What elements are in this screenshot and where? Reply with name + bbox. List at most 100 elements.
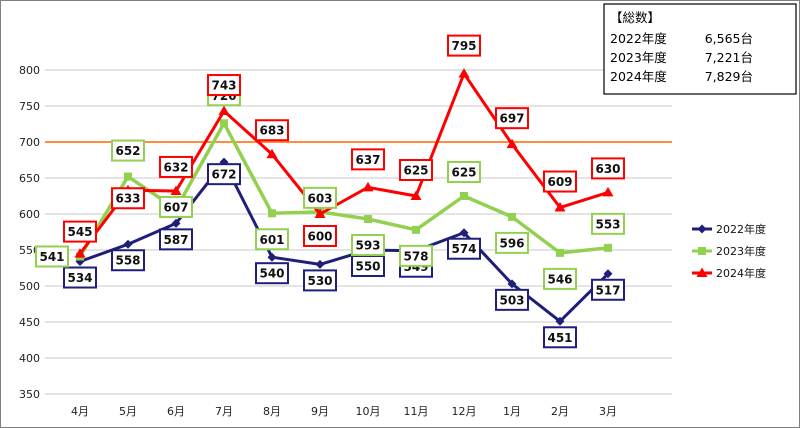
point-2-8 bbox=[412, 225, 420, 234]
legend-label-1: 2022年度 bbox=[716, 222, 766, 236]
label-2-11: 546 bbox=[543, 267, 577, 290]
point-1-5 bbox=[267, 252, 277, 262]
totals-label-2023: 2023年度 bbox=[610, 50, 667, 65]
label-2-8: 578 bbox=[399, 244, 433, 267]
point-2-4 bbox=[220, 119, 228, 128]
y-tick-800: 800 bbox=[19, 64, 40, 77]
gridlines bbox=[45, 69, 672, 395]
label-box-2-3 bbox=[159, 195, 193, 218]
label-1-10: 503 bbox=[495, 288, 529, 311]
point-1-9 bbox=[459, 228, 469, 238]
label-box-2-12 bbox=[591, 212, 625, 235]
point-2-2 bbox=[124, 172, 132, 181]
point-1-3 bbox=[171, 218, 181, 228]
totals-value-2024: 7,829台 bbox=[705, 69, 753, 84]
point-1-6 bbox=[315, 259, 325, 269]
label-1-7: 550 bbox=[351, 255, 385, 277]
label-box-1-11 bbox=[543, 326, 577, 349]
label-text-1-10: 503 bbox=[499, 293, 524, 307]
label-text-1-4: 672 bbox=[211, 168, 236, 182]
label-2-7: 593 bbox=[351, 234, 385, 257]
label-text-2-7: 593 bbox=[355, 239, 380, 253]
label-1-4: 672 bbox=[207, 163, 241, 186]
label-2-1: 541 bbox=[35, 245, 69, 268]
point-3-5 bbox=[266, 148, 278, 159]
label-box-2-1 bbox=[35, 245, 69, 268]
x-tick-10: 1月 bbox=[503, 405, 521, 418]
point-2-9 bbox=[460, 192, 468, 200]
label-1-9: 574 bbox=[447, 237, 481, 260]
label-3-9: 795 bbox=[447, 34, 481, 57]
x-tick-11: 2月 bbox=[551, 405, 569, 418]
label-1-12: 517 bbox=[591, 278, 625, 301]
point-1-11 bbox=[555, 316, 565, 326]
label-box-3-5 bbox=[255, 119, 289, 142]
point-1-12 bbox=[603, 269, 613, 279]
label-2-12: 553 bbox=[591, 212, 625, 235]
x-tick-12: 3月 bbox=[599, 405, 617, 418]
x-tick-9: 12月 bbox=[452, 405, 477, 418]
point-3-1 bbox=[74, 248, 86, 258]
label-text-1-9: 574 bbox=[451, 242, 476, 256]
label-text-1-2: 558 bbox=[115, 254, 140, 268]
y-tick-750: 750 bbox=[19, 100, 40, 113]
label-text-2-5: 601 bbox=[259, 233, 284, 247]
legend-label-3: 2024年度 bbox=[716, 266, 766, 280]
label-text-2-8: 578 bbox=[403, 249, 428, 263]
label-text-1-6: 530 bbox=[307, 274, 332, 288]
label-3-1: 545 bbox=[63, 220, 97, 243]
point-2-5 bbox=[268, 209, 276, 218]
totals-label-2024: 2024年度 bbox=[610, 69, 667, 84]
point-3-7 bbox=[362, 181, 374, 192]
label-3-12: 630 bbox=[591, 157, 625, 180]
y-tick-650: 650 bbox=[19, 172, 40, 185]
label-3-6: 600 bbox=[303, 225, 337, 247]
x-tick-7: 10月 bbox=[356, 405, 381, 418]
point-3-9 bbox=[458, 68, 470, 78]
label-box-3-11 bbox=[543, 170, 577, 193]
label-box-1-1 bbox=[63, 266, 97, 289]
x-tick-2: 5月 bbox=[119, 405, 137, 418]
x-tick-5: 8月 bbox=[263, 405, 281, 418]
series-line-3 bbox=[78, 72, 609, 255]
label-box-1-3 bbox=[159, 228, 193, 251]
label-text-3-3: 632 bbox=[163, 160, 188, 174]
legend-marker-3 bbox=[696, 267, 708, 277]
y-axis-ticks: 350 400 450 500 550 600 650 700 750 800 bbox=[19, 64, 40, 401]
label-text-2-10: 596 bbox=[499, 236, 524, 250]
y-tick-550: 550 bbox=[19, 244, 40, 257]
label-box-3-7 bbox=[351, 148, 385, 171]
label-1-3: 587 bbox=[159, 228, 193, 251]
legend-label-2: 2023年度 bbox=[716, 244, 766, 258]
label-text-2-1: 541 bbox=[39, 250, 64, 264]
y-tick-600: 600 bbox=[19, 208, 40, 221]
label-1-5: 540 bbox=[255, 262, 289, 285]
label-box-3-1 bbox=[63, 220, 97, 243]
point-3-3 bbox=[170, 185, 182, 195]
label-text-1-11: 451 bbox=[547, 331, 572, 345]
label-box-3-9 bbox=[447, 34, 481, 57]
point-3-11 bbox=[554, 202, 566, 212]
label-box-2-5 bbox=[255, 228, 289, 251]
label-2-10: 596 bbox=[495, 231, 529, 254]
x-tick-4: 7月 bbox=[215, 405, 233, 418]
totals-value-2022: 6,565台 bbox=[705, 31, 753, 46]
label-text-2-6: 603 bbox=[307, 191, 332, 205]
label-3-11: 609 bbox=[543, 170, 577, 193]
label-box-2-9 bbox=[447, 161, 481, 183]
y-tick-700: 700 bbox=[19, 136, 40, 149]
y-tick-400: 400 bbox=[19, 352, 40, 365]
label-1-11: 451 bbox=[543, 326, 577, 349]
totals-box: 【総数】 2022年度 6,565台 2023年度 7,221台 2024年度 … bbox=[603, 3, 797, 95]
label-2-5: 601 bbox=[255, 228, 289, 251]
label-box-2-2 bbox=[111, 139, 145, 162]
point-2-10 bbox=[508, 212, 516, 221]
label-box-2-6 bbox=[303, 186, 337, 209]
label-box-1-9 bbox=[447, 237, 481, 260]
label-1-1: 534 bbox=[63, 266, 97, 289]
series-lines bbox=[74, 68, 614, 326]
y-tick-350: 350 bbox=[19, 388, 40, 401]
point-3-4 bbox=[218, 105, 230, 116]
point-2-12 bbox=[604, 243, 612, 252]
